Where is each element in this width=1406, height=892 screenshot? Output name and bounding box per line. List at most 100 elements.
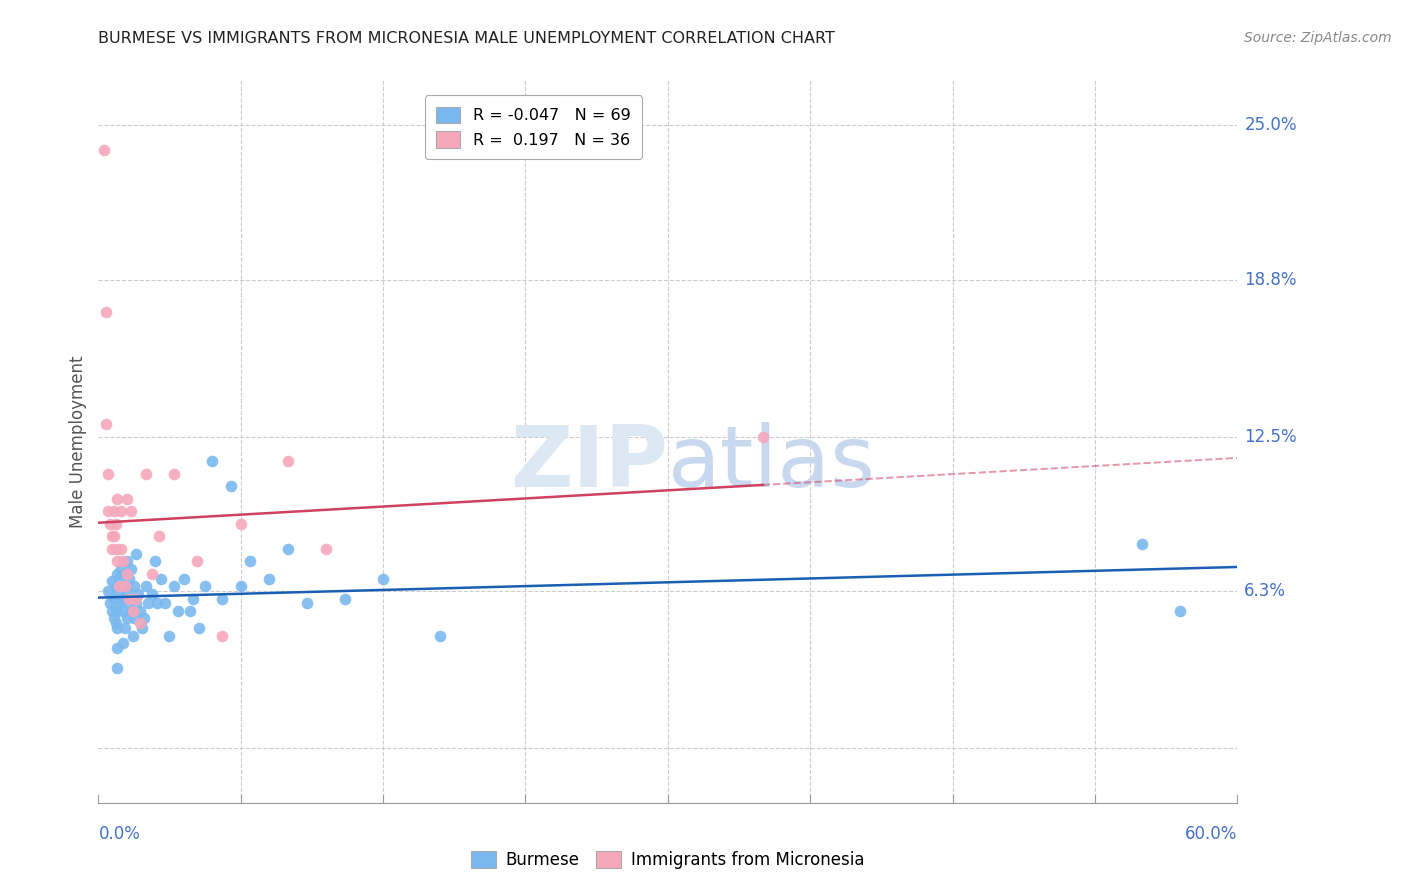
Point (107, 491, 129, 506)
Point (108, 597, 131, 611)
Point (107, 566, 129, 581)
Point (229, 516, 252, 531)
Point (131, 621, 153, 635)
Point (163, 467, 186, 481)
Point (114, 621, 136, 635)
Point (1132, 537, 1154, 551)
Point (118, 572, 141, 586)
Text: atlas: atlas (668, 422, 876, 505)
Point (157, 629, 180, 643)
Point (141, 566, 163, 581)
Point (103, 529, 125, 543)
Text: 0.0%: 0.0% (98, 825, 141, 843)
Point (211, 591, 233, 606)
Point (120, 604, 142, 618)
Text: Source: ZipAtlas.com: Source: ZipAtlas.com (1244, 31, 1392, 45)
Point (183, 591, 205, 606)
Point (93, 143, 115, 157)
Point (98, 516, 121, 531)
Point (94, 305, 117, 319)
Text: 12.5%: 12.5% (1244, 427, 1296, 446)
Point (277, 454, 299, 468)
Point (129, 604, 152, 618)
Point (107, 621, 129, 635)
Point (108, 572, 131, 586)
Point (179, 604, 201, 618)
Point (148, 529, 170, 543)
Point (103, 504, 125, 518)
Point (120, 561, 142, 575)
Point (110, 541, 132, 556)
Point (118, 591, 141, 606)
Point (125, 547, 148, 561)
Point (98, 597, 121, 611)
Point (107, 604, 129, 618)
Point (115, 611, 138, 625)
Text: 18.8%: 18.8% (1244, 270, 1296, 289)
Point (229, 579, 252, 593)
Point (114, 566, 136, 581)
Point (115, 491, 138, 506)
Point (115, 566, 138, 581)
Point (104, 541, 127, 556)
Point (135, 467, 157, 481)
Point (97, 504, 120, 518)
Point (104, 616, 127, 631)
Text: BURMESE VS IMMIGRANTS FROM MICRONESIA MALE UNEMPLOYMENT CORRELATION CHART: BURMESE VS IMMIGRANTS FROM MICRONESIA MA… (98, 31, 835, 46)
Point (239, 554, 262, 568)
Point (297, 597, 319, 611)
Point (121, 629, 143, 643)
Point (121, 591, 143, 606)
Point (259, 572, 281, 586)
Point (429, 629, 451, 643)
Point (315, 541, 337, 556)
Point (371, 572, 394, 586)
Point (129, 616, 152, 631)
Point (115, 554, 138, 568)
Point (100, 574, 122, 588)
Point (104, 516, 127, 531)
Point (104, 579, 127, 593)
Point (118, 597, 141, 611)
Point (141, 586, 163, 600)
Point (173, 572, 195, 586)
Point (112, 554, 135, 568)
Point (107, 554, 129, 568)
Point (167, 604, 190, 618)
Point (125, 591, 148, 606)
Point (121, 604, 143, 618)
Point (153, 597, 176, 611)
Point (132, 611, 155, 625)
Y-axis label: Male Unemployment: Male Unemployment (69, 355, 87, 528)
Point (94, 417, 117, 431)
Point (112, 636, 135, 650)
Point (120, 504, 142, 518)
Point (110, 561, 132, 575)
Point (127, 586, 149, 600)
Point (1170, 604, 1192, 618)
Point (110, 591, 132, 606)
Point (100, 529, 122, 543)
Point (114, 591, 136, 606)
Text: 60.0%: 60.0% (1185, 825, 1237, 843)
Point (150, 572, 173, 586)
Point (97, 467, 120, 481)
Point (221, 479, 243, 493)
Point (107, 586, 129, 600)
Point (124, 579, 146, 593)
Point (188, 621, 211, 635)
Point (108, 579, 131, 593)
Point (124, 611, 146, 625)
Point (277, 541, 299, 556)
Point (163, 579, 186, 593)
Point (114, 579, 136, 593)
Point (211, 629, 233, 643)
Point (103, 591, 125, 606)
Point (107, 641, 129, 656)
Point (201, 454, 224, 468)
Legend: Burmese, Immigrants from Micronesia: Burmese, Immigrants from Micronesia (463, 843, 873, 878)
Point (145, 554, 167, 568)
Point (112, 579, 135, 593)
Point (752, 429, 775, 443)
Point (100, 604, 122, 618)
